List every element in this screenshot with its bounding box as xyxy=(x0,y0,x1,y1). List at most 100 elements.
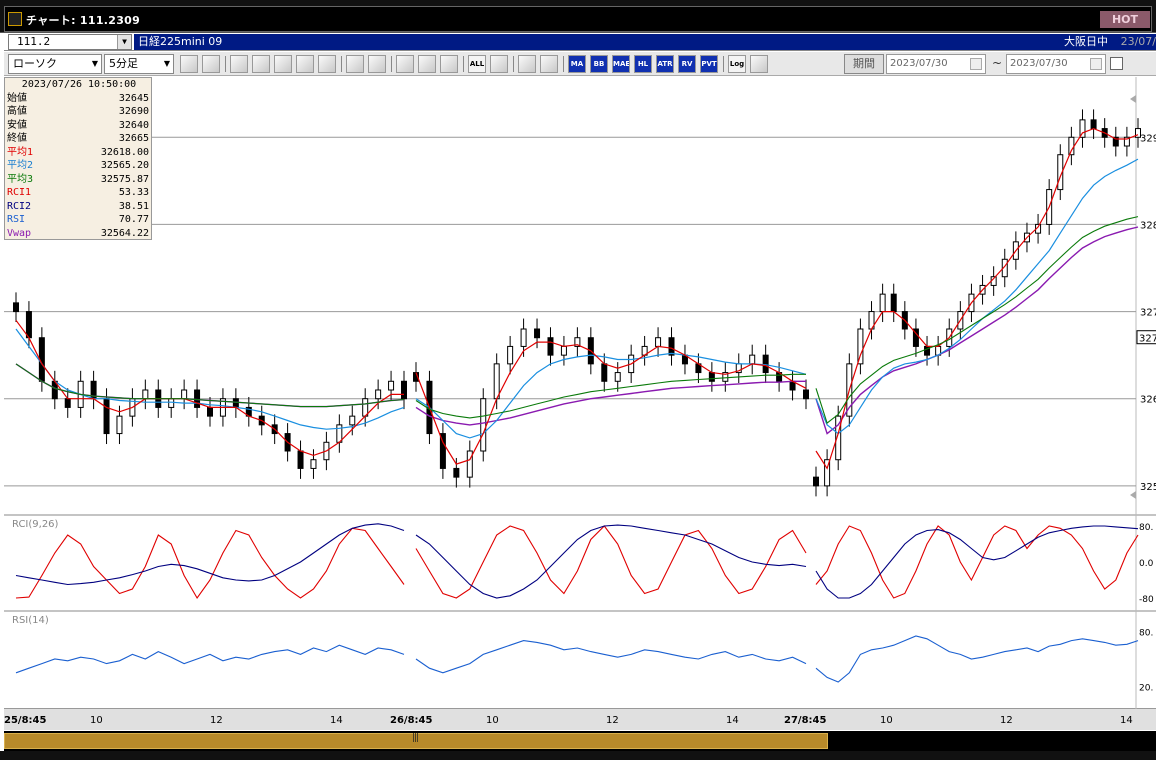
scroll-down-icon xyxy=(1130,491,1136,499)
toolbar-ma-button[interactable]: MA xyxy=(568,55,586,73)
data-row: 平均1 32618.00 xyxy=(5,146,151,160)
date-range-separator: ~ xyxy=(992,56,1003,70)
data-row: 平均2 32565.20 xyxy=(5,159,151,173)
candle xyxy=(168,398,175,408)
data-row: Vwap 32564.22 xyxy=(5,227,151,241)
toolbar-line-button[interactable]: line xyxy=(202,55,220,73)
option-checkbox[interactable] xyxy=(1110,57,1123,70)
toolbar-link-button[interactable]: link xyxy=(368,55,386,73)
toolbar-button-label: RV xyxy=(681,60,693,68)
time-axis-label: 26/8:45 xyxy=(390,715,432,726)
market-label: 大阪日中 xyxy=(1064,35,1108,48)
candle xyxy=(1068,136,1075,156)
rci1-line xyxy=(415,525,807,599)
toolbar-bb-button[interactable]: BB xyxy=(590,55,608,73)
time-axis-label: 10 xyxy=(90,715,103,726)
toolbar-all-button[interactable]: ALL xyxy=(468,55,486,73)
toolbar-mae-button[interactable]: MAE xyxy=(612,55,630,73)
date-from-input[interactable]: 2023/07/30 xyxy=(886,54,986,74)
candle xyxy=(1123,136,1130,147)
toolbar-draw-button[interactable]: draw xyxy=(230,55,248,73)
toolbar-separator xyxy=(225,56,226,72)
time-axis-label: 12 xyxy=(1000,715,1013,726)
calendar-icon[interactable] xyxy=(1090,58,1102,70)
candle xyxy=(64,398,71,408)
candle xyxy=(824,459,831,487)
toolbar-abc-button[interactable]: abc xyxy=(318,55,336,73)
toolbar-palette-button[interactable]: palette xyxy=(540,55,558,73)
toolbar-arrow2-button[interactable]: arrow2 xyxy=(418,55,436,73)
candle xyxy=(534,328,541,339)
data-row-label: RCI2 xyxy=(7,200,32,212)
candle xyxy=(439,433,446,469)
chart-area[interactable]: 329 328 327 326 325 327 RCI(9,26) 80. 0.0 -80 RSI(… xyxy=(4,77,1156,730)
data-row: 始値 32645 xyxy=(5,92,151,106)
candle xyxy=(813,476,819,487)
toolbar-draw3-button[interactable]: draw3 xyxy=(274,55,292,73)
toolbar-draw2-button[interactable]: draw2 xyxy=(252,55,270,73)
price-axis-label: 326 xyxy=(1140,395,1156,406)
toolbar-arrow-button[interactable]: arrow xyxy=(396,55,414,73)
candle xyxy=(466,450,473,478)
symbol-name: 日経225mini 09 xyxy=(138,35,223,48)
symbol-name-bar: 日経225mini 09 大阪日中 23/07/ xyxy=(134,34,1156,50)
toolbar-pvt-button[interactable]: PVT xyxy=(700,55,718,73)
toolbar-atr-button[interactable]: ATR xyxy=(656,55,674,73)
toolbar-separator xyxy=(513,56,514,72)
chart-svg[interactable]: 329 328 327 326 325 327 RCI(9,26) 80. 0.0 -80 RSI(… xyxy=(4,77,1156,730)
period-button[interactable]: 期間 xyxy=(844,54,884,74)
toolbar-rv-button[interactable]: RV xyxy=(678,55,696,73)
toolbar-button-label: BB xyxy=(593,60,605,68)
toolbar-log-button[interactable]: Log xyxy=(728,55,746,73)
bottom-edge xyxy=(0,751,1156,760)
candle xyxy=(857,328,864,365)
data-row-value: 32690 xyxy=(118,106,149,117)
data-row-value: 32565.20 xyxy=(100,160,149,171)
toolbar-abc3-button[interactable]: abc3 xyxy=(440,55,458,73)
symbol-date: 23/07/ xyxy=(1120,35,1156,48)
candle xyxy=(547,337,554,356)
candle xyxy=(349,415,356,426)
chevron-down-icon[interactable]: ▼ xyxy=(117,35,131,49)
candle xyxy=(493,363,500,400)
chart-type-select[interactable]: ローソク ▼ xyxy=(8,54,102,74)
candle xyxy=(560,345,567,356)
toolbar-hl-button[interactable]: HL xyxy=(634,55,652,73)
hot-badge[interactable]: HOT xyxy=(1100,11,1150,28)
chart-scrollbar[interactable]: ||| xyxy=(4,731,1156,751)
data-row-value: 32618.00 xyxy=(100,146,149,158)
candle xyxy=(25,311,32,339)
vwap-line xyxy=(415,380,806,426)
data-row: 安値 32640 xyxy=(5,119,151,133)
candle xyxy=(232,398,239,408)
toolbar-separator xyxy=(723,56,724,72)
candle xyxy=(1090,119,1097,130)
calendar-icon[interactable] xyxy=(970,58,982,70)
candle xyxy=(401,380,407,400)
toolbar-options-button[interactable]: options xyxy=(750,55,768,73)
rsi-axis-label: 80. xyxy=(1139,628,1153,638)
symbol-code-input[interactable]: 111.2 ▼ xyxy=(8,34,132,50)
candle xyxy=(507,345,514,365)
toolbar-tools-button[interactable]: tools xyxy=(518,55,536,73)
ma1-line xyxy=(815,127,1139,470)
time-axis-label: 10 xyxy=(486,715,499,726)
ma3-line xyxy=(815,216,1139,425)
candle xyxy=(749,354,756,365)
candle xyxy=(1135,128,1141,138)
chevron-down-icon: ▼ xyxy=(163,59,170,68)
toolbar-search-button[interactable]: search xyxy=(180,55,198,73)
toolbar-draw4-button[interactable]: draw4 xyxy=(296,55,314,73)
candle xyxy=(310,459,317,469)
scrollbar-thumb[interactable] xyxy=(4,733,828,749)
date-to-input[interactable]: 2023/07/30 xyxy=(1006,54,1106,74)
interval-select[interactable]: 5分足 ▼ xyxy=(104,54,174,74)
candle xyxy=(116,415,123,435)
data-row-value: 38.51 xyxy=(118,200,149,212)
toolbar-abc2-button[interactable]: abc2 xyxy=(346,55,364,73)
title-bar: チャート: 111.2309 HOT xyxy=(0,0,1156,33)
candle xyxy=(762,354,769,374)
grip-icon: ||| xyxy=(412,733,419,743)
rci-axis-label: 0.0 xyxy=(1139,559,1154,569)
toolbar-settings-button[interactable]: settings xyxy=(490,55,508,73)
